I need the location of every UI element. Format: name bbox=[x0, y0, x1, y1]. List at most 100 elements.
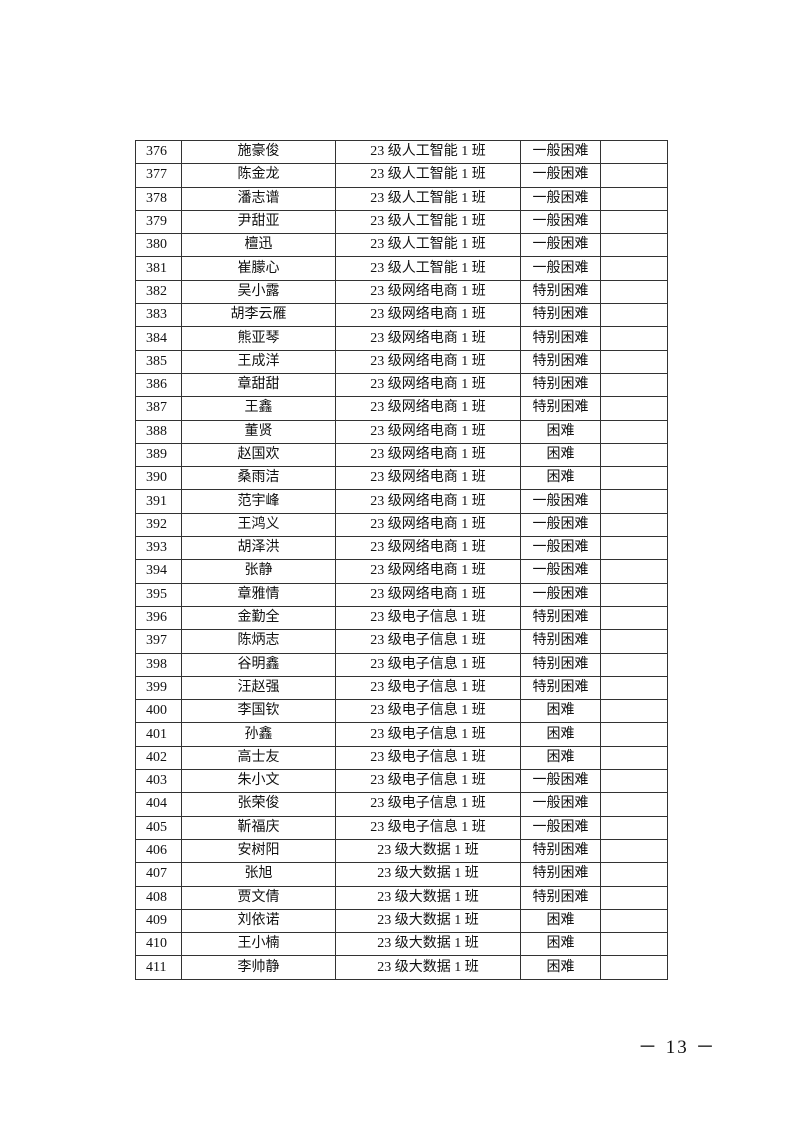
student-name: 孙鑫 bbox=[181, 722, 336, 747]
remarks bbox=[600, 745, 668, 771]
class-name: 23 级人工智能 1 班 bbox=[335, 163, 521, 188]
remarks bbox=[600, 605, 668, 631]
student-name: 熊亚琴 bbox=[181, 326, 336, 351]
remarks bbox=[600, 652, 668, 677]
difficulty-level: 一般困难 bbox=[520, 582, 601, 607]
table-row: 385 王成洋 23 级网络电商 1 班特别困难 bbox=[135, 349, 668, 374]
difficulty-level: 特别困难 bbox=[520, 675, 601, 701]
row-number: 404 bbox=[135, 792, 182, 817]
remarks bbox=[600, 536, 668, 561]
table-row: 377 陈金龙 23 级人工智能 1 班一般困难 bbox=[135, 163, 668, 188]
class-name: 23 级人工智能 1 班 bbox=[335, 233, 521, 258]
student-name: 王鑫 bbox=[181, 396, 336, 421]
difficulty-level: 一般困难 bbox=[520, 163, 601, 188]
class-name: 23 级电子信息 1 班 bbox=[335, 675, 521, 701]
class-name: 23 级电子信息 1 班 bbox=[335, 699, 521, 724]
difficulty-level: 困难 bbox=[520, 932, 601, 957]
difficulty-level: 一般困难 bbox=[520, 233, 601, 258]
student-name: 陈金龙 bbox=[181, 163, 336, 188]
class-name: 23 级网络电商 1 班 bbox=[335, 419, 521, 444]
class-name: 23 级网络电商 1 班 bbox=[335, 396, 521, 421]
row-number: 402 bbox=[135, 745, 182, 771]
row-number: 407 bbox=[135, 862, 182, 887]
student-name: 金勤全 bbox=[181, 605, 336, 631]
student-name: 潘志谱 bbox=[181, 186, 336, 211]
row-number: 406 bbox=[135, 838, 182, 864]
difficulty-level: 一般困难 bbox=[520, 559, 601, 584]
remarks bbox=[600, 209, 668, 235]
student-name: 桑雨洁 bbox=[181, 466, 336, 491]
row-number: 378 bbox=[135, 186, 182, 211]
student-name: 章雅情 bbox=[181, 582, 336, 607]
row-number: 385 bbox=[135, 349, 182, 374]
difficulty-level: 一般困难 bbox=[520, 186, 601, 211]
student-name: 崔朦心 bbox=[181, 256, 336, 281]
table-row: 405 靳福庆 23 级电子信息 1 班一般困难 bbox=[135, 815, 668, 840]
remarks bbox=[600, 186, 668, 211]
difficulty-level: 特别困难 bbox=[520, 396, 601, 421]
table-row: 391 范宇峰 23 级网络电商 1 班一般困难 bbox=[135, 489, 668, 514]
student-name: 朱小文 bbox=[181, 769, 336, 794]
table-row: 403 朱小文 23 级电子信息 1 班一般困难 bbox=[135, 769, 668, 794]
remarks bbox=[600, 582, 668, 607]
class-name: 23 级网络电商 1 班 bbox=[335, 372, 521, 398]
difficulty-level: 一般困难 bbox=[520, 209, 601, 235]
difficulty-level: 一般困难 bbox=[520, 792, 601, 817]
class-name: 23 级大数据 1 班 bbox=[335, 838, 521, 864]
student-name: 胡泽洪 bbox=[181, 536, 336, 561]
difficulty-level: 困难 bbox=[520, 442, 601, 468]
row-number: 408 bbox=[135, 885, 182, 910]
table-row: 382 吴小露 23 级网络电商 1 班特别困难 bbox=[135, 279, 668, 305]
student-name: 董贤 bbox=[181, 419, 336, 444]
row-number: 392 bbox=[135, 512, 182, 538]
row-number: 383 bbox=[135, 303, 182, 328]
remarks bbox=[600, 675, 668, 701]
difficulty-level: 特别困难 bbox=[520, 885, 601, 910]
remarks bbox=[600, 466, 668, 491]
student-name: 靳福庆 bbox=[181, 815, 336, 840]
difficulty-level: 特别困难 bbox=[520, 279, 601, 305]
student-name: 陈炳志 bbox=[181, 629, 336, 654]
row-number: 376 bbox=[135, 139, 182, 165]
class-name: 23 级电子信息 1 班 bbox=[335, 792, 521, 817]
table-row: 376 施豪俊 23 级人工智能 1 班一般困难 bbox=[135, 139, 668, 165]
remarks bbox=[600, 372, 668, 398]
student-name: 范宇峰 bbox=[181, 489, 336, 514]
class-name: 23 级人工智能 1 班 bbox=[335, 209, 521, 235]
remarks bbox=[600, 955, 668, 980]
remarks bbox=[600, 349, 668, 374]
table-row: 388 董贤 23 级网络电商 1 班困难 bbox=[135, 419, 668, 444]
class-name: 23 级电子信息 1 班 bbox=[335, 629, 521, 654]
table-row: 393 胡泽洪 23 级网络电商 1 班一般困难 bbox=[135, 536, 668, 561]
class-name: 23 级网络电商 1 班 bbox=[335, 279, 521, 305]
student-name: 张旭 bbox=[181, 862, 336, 887]
row-number: 393 bbox=[135, 536, 182, 561]
class-name: 23 级网络电商 1 班 bbox=[335, 303, 521, 328]
student-name: 王鸿义 bbox=[181, 512, 336, 538]
class-name: 23 级网络电商 1 班 bbox=[335, 559, 521, 584]
difficulty-level: 困难 bbox=[520, 419, 601, 444]
class-name: 23 级电子信息 1 班 bbox=[335, 745, 521, 771]
difficulty-level: 特别困难 bbox=[520, 372, 601, 398]
row-number: 380 bbox=[135, 233, 182, 258]
student-name: 吴小露 bbox=[181, 279, 336, 305]
difficulty-level: 一般困难 bbox=[520, 815, 601, 840]
student-name: 施豪俊 bbox=[181, 139, 336, 165]
remarks bbox=[600, 838, 668, 864]
difficulty-level: 困难 bbox=[520, 699, 601, 724]
student-name: 汪赵强 bbox=[181, 675, 336, 701]
table-row: 397 陈炳志 23 级电子信息 1 班特别困难 bbox=[135, 629, 668, 654]
class-name: 23 级网络电商 1 班 bbox=[335, 582, 521, 607]
student-name: 李帅静 bbox=[181, 955, 336, 980]
row-number: 379 bbox=[135, 209, 182, 235]
remarks bbox=[600, 256, 668, 281]
student-name: 张荣俊 bbox=[181, 792, 336, 817]
row-number: 410 bbox=[135, 932, 182, 957]
student-name: 谷明鑫 bbox=[181, 652, 336, 677]
student-name: 安树阳 bbox=[181, 838, 336, 864]
table-row: 384 熊亚琴 23 级网络电商 1 班特别困难 bbox=[135, 326, 668, 351]
page-number: － 13 － bbox=[638, 1037, 717, 1058]
difficulty-level: 一般困难 bbox=[520, 536, 601, 561]
remarks bbox=[600, 419, 668, 444]
remarks bbox=[600, 559, 668, 584]
